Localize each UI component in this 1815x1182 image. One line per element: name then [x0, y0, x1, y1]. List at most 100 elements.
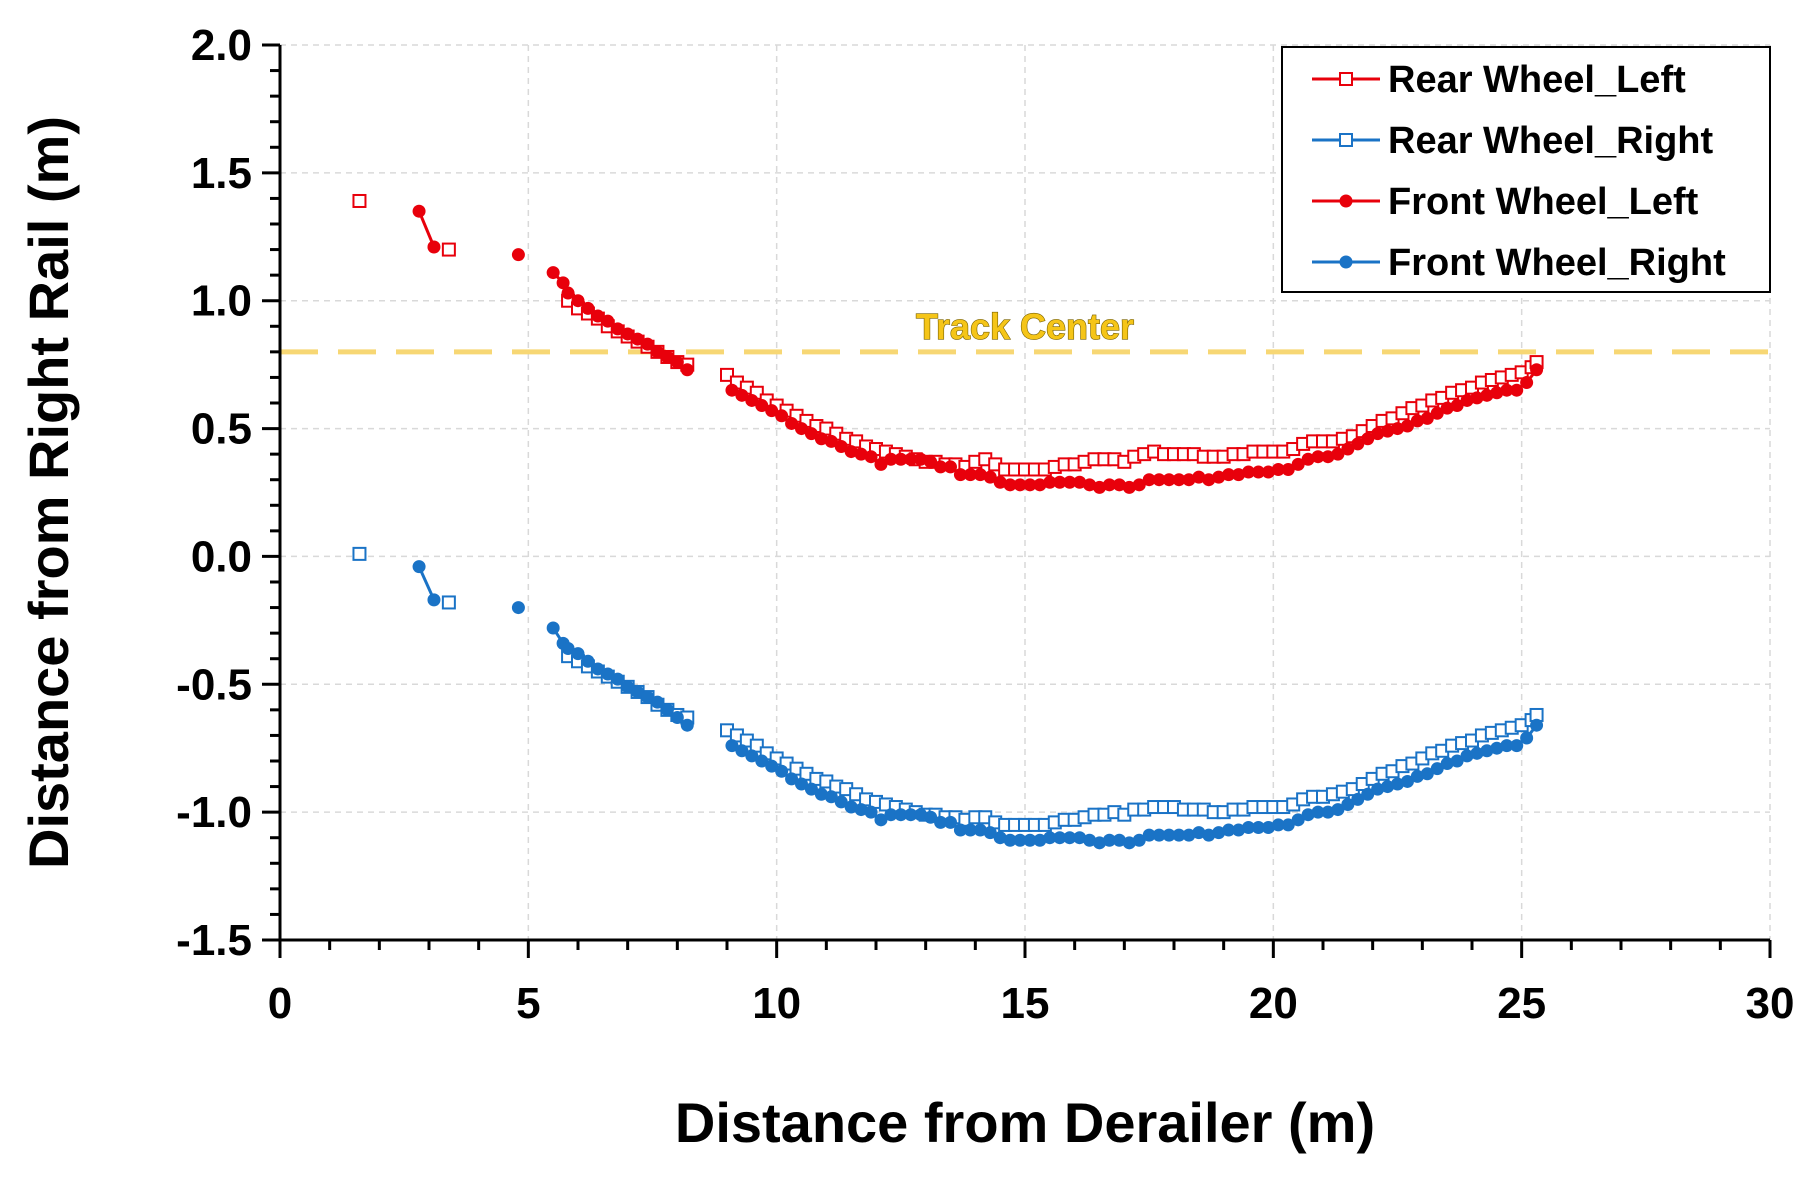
y-tick-label: 1.5: [191, 149, 252, 198]
data-point: [924, 455, 938, 469]
y-tick-label: -1.0: [176, 788, 252, 837]
y-tick-label: 2.0: [191, 21, 252, 70]
data-point: [953, 468, 967, 482]
series-front-wheel-right: [412, 560, 1544, 850]
data-point: [352, 193, 367, 208]
data-point: [1381, 424, 1395, 438]
legend-item: Front Wheel_Right: [1312, 242, 1726, 284]
data-point: [924, 810, 938, 824]
data-point: [963, 823, 977, 837]
data-point: [934, 815, 948, 829]
data-point: [795, 777, 808, 791]
track-center-label: Track Center: [916, 306, 1134, 347]
data-point: [1281, 462, 1295, 476]
y-tick-label: -1.5: [176, 916, 252, 965]
data-point: [1152, 473, 1166, 487]
data-point: [844, 800, 858, 814]
data-point: [1122, 836, 1136, 850]
data-point: [1530, 363, 1544, 377]
data-point: [1202, 473, 1216, 487]
data-point: [983, 826, 997, 840]
data-point: [561, 286, 575, 300]
data-point: [631, 685, 645, 699]
data-point: [581, 654, 595, 668]
data-point: [621, 680, 635, 694]
data-point: [601, 314, 615, 328]
data-point: [1440, 401, 1454, 415]
data-point: [1410, 769, 1424, 783]
data-point: [1341, 797, 1355, 811]
data-point: [1321, 805, 1335, 819]
x-tick-label: 15: [1001, 979, 1050, 1028]
x-tick-label: 20: [1249, 979, 1298, 1028]
data-point: [1063, 475, 1077, 489]
legend-item: Rear Wheel_Left: [1312, 59, 1686, 101]
data-point: [427, 593, 441, 607]
y-tick-label: 0.0: [191, 532, 252, 581]
data-point: [1420, 411, 1434, 425]
data-point: [904, 808, 918, 822]
data-point: [1033, 478, 1047, 492]
data-point: [1142, 473, 1156, 487]
data-point: [1003, 478, 1017, 492]
data-point: [561, 641, 575, 655]
data-point: [1192, 826, 1206, 840]
data-point: [1450, 754, 1464, 768]
data-point: [1073, 831, 1087, 845]
data-point: [745, 393, 759, 407]
data-point: [1371, 782, 1385, 796]
data-point: [993, 475, 1007, 489]
data-point: [725, 383, 739, 397]
x-tick-label: 5: [516, 979, 540, 1028]
data-point: [1212, 826, 1226, 840]
x-tick-label: 10: [752, 979, 801, 1028]
data-point: [1261, 465, 1275, 479]
data-point: [571, 647, 585, 661]
data-point: [874, 457, 888, 471]
data-point: [1470, 746, 1484, 760]
legend-marker: [1339, 194, 1353, 208]
legend-label: Rear Wheel_Left: [1388, 59, 1686, 101]
data-point: [1112, 478, 1126, 492]
legend-marker: [1339, 72, 1353, 86]
data-point: [1152, 828, 1166, 842]
data-point: [914, 808, 928, 822]
data-point: [1311, 805, 1325, 819]
data-point: [814, 787, 828, 801]
data-point: [1470, 391, 1484, 405]
data-point: [1301, 808, 1315, 822]
data-point: [591, 309, 605, 323]
y-tick-label: 0.5: [191, 405, 252, 454]
data-point: [755, 754, 769, 768]
data-point: [735, 744, 749, 758]
data-point: [1351, 792, 1365, 806]
data-point: [1122, 480, 1136, 494]
data-point: [1083, 833, 1097, 847]
data-point: [1172, 828, 1186, 842]
data-point: [775, 409, 789, 423]
data-point: [1430, 406, 1444, 420]
data-point: [1371, 427, 1385, 441]
legend-item: Rear Wheel_Right: [1312, 120, 1714, 162]
data-point: [834, 795, 848, 809]
data-point: [1102, 478, 1116, 492]
data-point: [1391, 422, 1404, 436]
data-point: [412, 560, 426, 574]
data-point: [1182, 828, 1196, 842]
data-point: [1301, 452, 1315, 466]
y-tick-label: -0.5: [176, 660, 252, 709]
data-point: [1311, 450, 1325, 464]
data-point: [611, 322, 625, 336]
data-point: [1400, 419, 1414, 433]
data-point: [735, 388, 749, 402]
data-point: [1033, 833, 1047, 847]
data-point: [641, 690, 655, 704]
data-point: [1232, 468, 1246, 482]
x-tick-label: 25: [1497, 979, 1546, 1028]
data-point: [1460, 749, 1474, 763]
data-point: [973, 823, 987, 837]
data-point: [1510, 383, 1524, 397]
data-point: [1053, 475, 1067, 489]
legend-item: Front Wheel_Left: [1312, 181, 1699, 223]
data-point: [765, 404, 779, 418]
